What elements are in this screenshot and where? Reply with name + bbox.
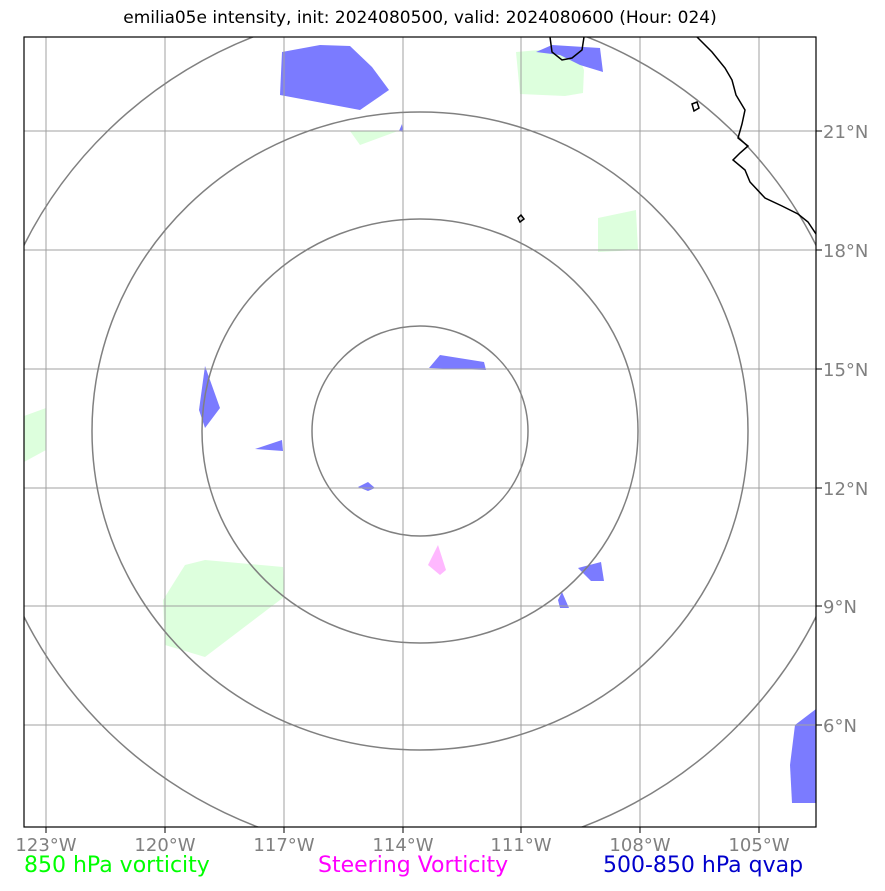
legend-steering-vorticity: Steering Vorticity — [318, 853, 509, 878]
range-rings — [24, 37, 816, 827]
steering-vorticity-layer — [428, 545, 446, 575]
qvap-area — [558, 592, 569, 608]
qvap-area — [255, 440, 283, 451]
range-ring — [311, 325, 529, 537]
vorticity-area — [350, 131, 398, 145]
lon-label: 111°W — [490, 835, 551, 856]
qvap-layer — [199, 45, 816, 803]
qvap-area — [358, 482, 375, 491]
qvap-area — [790, 709, 816, 803]
qvap-area — [578, 562, 604, 581]
longitude-gridlines — [45, 37, 760, 827]
qvap-area — [199, 366, 220, 428]
map-frame — [23, 36, 817, 828]
coastline — [517, 37, 816, 235]
lat-label: 9°N — [823, 597, 857, 618]
qvap-area — [429, 355, 486, 370]
tick-marks — [45, 130, 822, 833]
vorticity-area — [24, 408, 46, 462]
lat-label: 21°N — [823, 122, 868, 143]
lat-label: 12°N — [823, 479, 868, 500]
legend-qvap: 500-850 hPa qvap — [603, 853, 804, 878]
lon-label: 123°W — [15, 835, 76, 856]
legend-vorticity-850: 850 hPa vorticity — [24, 853, 210, 878]
steering-vorticity-area — [428, 545, 446, 575]
range-ring — [201, 218, 639, 644]
range-ring — [24, 37, 816, 827]
qvap-area — [280, 45, 389, 110]
lon-label: 117°W — [253, 835, 314, 856]
lat-label: 18°N — [823, 241, 868, 262]
vorticity-850-layer — [24, 47, 638, 657]
qvap-area — [399, 124, 403, 132]
range-ring — [91, 111, 749, 751]
map-title: emilia05e intensity, init: 2024080500, v… — [123, 8, 717, 28]
vorticity-area — [598, 210, 638, 252]
vorticity-area — [163, 560, 284, 657]
lon-label: 108°W — [609, 835, 670, 856]
lon-label: 114°W — [372, 835, 433, 856]
longitude-labels: 123°W 120°W 117°W 114°W 111°W 108°W 105°… — [15, 835, 789, 856]
lat-label: 6°N — [823, 716, 857, 737]
lat-label: 15°N — [823, 360, 868, 381]
lon-label: 120°W — [134, 835, 195, 856]
latitude-gridlines — [24, 130, 816, 726]
latitude-labels: 21°N 18°N 15°N 12°N 9°N 6°N — [823, 122, 868, 737]
lon-label: 105°W — [728, 835, 789, 856]
